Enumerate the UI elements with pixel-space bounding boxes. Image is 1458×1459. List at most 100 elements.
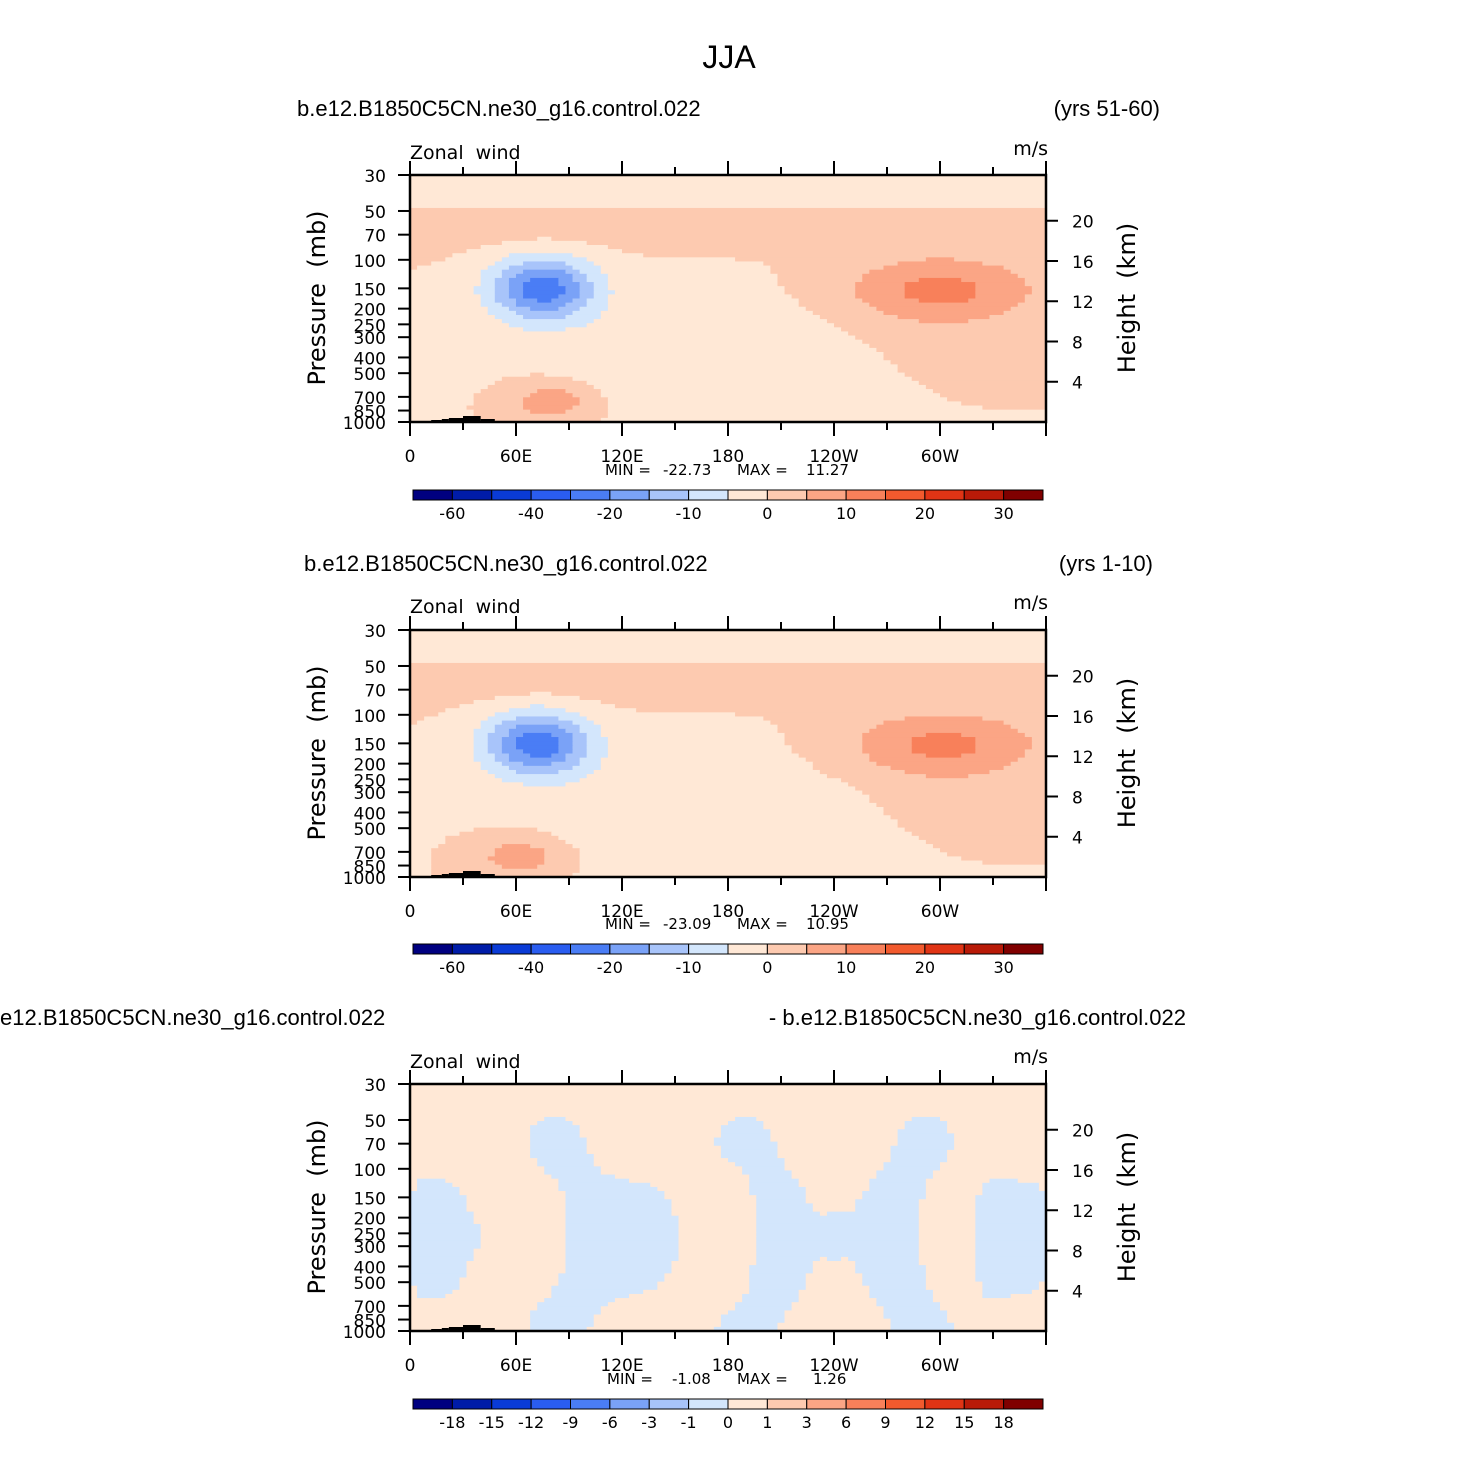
panel-3-cell <box>954 1133 1046 1139</box>
panel-3-cell <box>805 1277 863 1283</box>
panel-1-cell <box>1031 286 1046 291</box>
panel-2-cell <box>473 728 496 734</box>
panel-2-cell <box>410 712 439 718</box>
panel-3-cell <box>862 1281 927 1287</box>
panel-1-cell <box>530 393 574 398</box>
panel-1-cell <box>855 294 906 300</box>
panel-2-cell <box>869 794 1046 800</box>
panel-1-cell <box>523 405 574 411</box>
panel-1-colorbar-swatch <box>963 489 1005 501</box>
panel-2-cell <box>1010 724 1046 730</box>
panel-3-cell <box>890 1322 955 1328</box>
panel-3-cell <box>918 1228 976 1233</box>
panel-2-cell <box>572 765 602 771</box>
panel-3-cell <box>410 1088 1046 1093</box>
panel-3-cell <box>629 1293 743 1299</box>
panel-3-cell <box>777 1153 892 1159</box>
panel-3-cell <box>410 1108 1046 1114</box>
panel-3-cell <box>410 1133 531 1139</box>
panel-1-topography <box>463 416 481 422</box>
panel-1-cell <box>508 253 574 258</box>
panel-3-colorbar: -18 -15 -12 -9 -6 -3 -1 0 1 3 6 9 12 15 18 <box>412 1398 1044 1432</box>
panel-2-xtick-label: 60E <box>500 902 532 922</box>
panel-2-cell <box>487 732 510 738</box>
panel-3-cell <box>791 1174 877 1180</box>
panel-3-cell <box>756 1252 920 1258</box>
panel-3-cell <box>593 1314 722 1320</box>
panel-1-ytick-label: 100 <box>354 252 386 272</box>
panel-2-cell <box>1017 728 1046 734</box>
panel-1-cell <box>410 409 475 415</box>
panel-3-cell <box>410 1153 531 1159</box>
panel-2-cell <box>480 720 503 726</box>
panel-3-cell <box>410 1191 461 1196</box>
panel-2-cell <box>438 844 503 849</box>
panel-2-xtick-label: 60W <box>921 902 960 922</box>
panel-2-cell <box>410 823 899 829</box>
panel-3-cell <box>410 1298 545 1303</box>
panel-3-cell <box>777 1326 892 1331</box>
panel-1-colorbar-swatch <box>491 489 532 501</box>
panel-1-cell <box>523 294 559 300</box>
panel-1-cell <box>883 265 1005 271</box>
panel-2-cell <box>417 720 482 726</box>
panel-3-cell <box>728 1310 786 1316</box>
panel-3-ytick-label: 100 <box>354 1161 386 1181</box>
panel-3-cell <box>982 1281 1040 1287</box>
panel-1-cell <box>975 286 1033 291</box>
panel-1-cell <box>508 265 574 271</box>
panel-2-cell <box>410 704 461 709</box>
panel-2-cell <box>869 728 1019 734</box>
panel-2-cell <box>1024 753 1046 759</box>
panel-2-colorbar-swatch <box>530 943 571 955</box>
panel-3-cell <box>445 1178 559 1184</box>
panel-3-cell <box>565 1236 680 1242</box>
panel-3-ytick-label: 300 <box>354 1238 386 1258</box>
panel-3-cell <box>947 1153 1046 1159</box>
panel-1-cell <box>869 343 1046 349</box>
panel-1-cell <box>579 290 595 295</box>
panel-3-cell <box>664 1273 750 1279</box>
panel-2-cell <box>558 724 581 730</box>
panel-1-cell <box>410 323 510 328</box>
panel-3-cell <box>713 1141 779 1147</box>
panel-3-ylabel: Pressure (mb) <box>303 1119 331 1294</box>
panel-3-cell <box>784 1314 885 1320</box>
panel-3-cell <box>890 1149 948 1155</box>
panel-1-cell <box>622 249 1046 254</box>
panel-3-cell <box>410 1162 538 1167</box>
panel-2-cell <box>735 712 1046 718</box>
panel-1-variable-label: Zonal wind <box>410 142 521 164</box>
panel-2-title-left: b.e12.B1850C5CN.ne30_g16.control.022 <box>304 551 708 576</box>
panel-1-cell <box>501 302 517 308</box>
panel-3-cell <box>600 1306 736 1312</box>
panel-3-cell <box>862 1191 927 1196</box>
panel-2-colorbar-swatch <box>924 943 965 955</box>
panel-1-cell <box>410 216 1046 221</box>
panel-3-cell <box>770 1133 899 1139</box>
panel-3-cell <box>805 1195 863 1200</box>
panel-2-cell <box>925 774 969 779</box>
panel-2-cell <box>544 856 581 862</box>
panel-3-cell <box>565 1252 680 1258</box>
panel-3-colorbar-label: -6 <box>602 1413 618 1432</box>
panel-1-cell <box>480 298 496 304</box>
panel-1-colorbar-label: -60 <box>439 504 465 523</box>
panel-3-cell <box>940 1162 1046 1167</box>
panel-1-cell <box>410 401 475 407</box>
panel-3-cell <box>777 1149 892 1155</box>
panel-3-colorbar-label: -3 <box>641 1413 657 1432</box>
panel-1-cell <box>410 273 482 279</box>
panel-1-cell <box>975 282 1026 287</box>
panel-3-cell <box>565 1199 673 1204</box>
panel-1-cell <box>607 273 779 279</box>
panel-1-cell <box>855 335 1046 341</box>
panel-2-cell <box>410 634 1046 639</box>
panel-2-cell <box>410 708 446 713</box>
panel-1-cell <box>876 306 1012 312</box>
panel-3-cell <box>410 1236 482 1242</box>
panel-3-cell <box>862 1195 927 1200</box>
panel-2-cell <box>784 732 863 738</box>
panel-1-cell <box>516 273 574 279</box>
